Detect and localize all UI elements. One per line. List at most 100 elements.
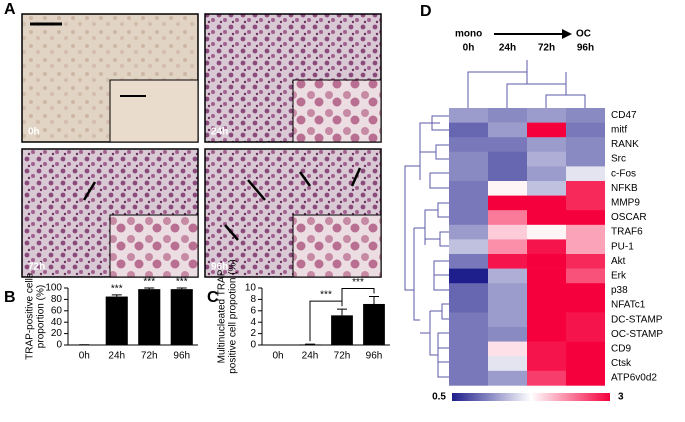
inset — [110, 80, 198, 142]
y-axis-label: Multinucleated TRAP — [217, 269, 228, 363]
heatmap-cell — [566, 239, 605, 254]
row-label: MMP9 — [611, 198, 640, 209]
heatmap-cell — [488, 342, 527, 357]
heatmap-cell — [566, 137, 605, 152]
heatmap-cell — [488, 225, 527, 240]
heatmap-cell — [488, 269, 527, 284]
panel-letter: A — [4, 1, 16, 18]
heatmap-cell — [488, 210, 527, 225]
bar — [138, 289, 160, 345]
y-tick-label: 80 — [51, 294, 63, 305]
heatmap-cell — [527, 254, 566, 269]
y-tick-label: 2 — [250, 328, 256, 339]
significance: *** — [111, 283, 123, 294]
row-label: c-Fos — [611, 168, 636, 179]
bar — [363, 304, 385, 345]
error-bar — [369, 297, 379, 304]
heatmap-cell — [488, 152, 527, 167]
heatmap-cell — [566, 225, 605, 240]
y-tick-label: 40 — [51, 317, 63, 328]
heatmap-cell — [449, 356, 488, 371]
heatmap-cell — [449, 137, 488, 152]
row-label: Src — [611, 154, 626, 165]
heatmap-cell — [566, 342, 605, 357]
heatmap-cell — [449, 123, 488, 138]
panel-letter: D — [420, 3, 432, 20]
row-label: Akt — [611, 256, 626, 267]
heatmap-cell — [488, 283, 527, 298]
colorbar-label: 0.5 — [432, 392, 446, 403]
heatmap-cell — [566, 298, 605, 313]
colorbar — [452, 393, 610, 401]
significance: *** — [320, 290, 332, 301]
heatmap-cell — [488, 356, 527, 371]
heatmap-cell — [449, 108, 488, 123]
heatmap-cell — [488, 312, 527, 327]
heatmap-cell — [488, 181, 527, 196]
y-tick-label: 6 — [250, 305, 256, 316]
heatmap-cell — [449, 254, 488, 269]
column-dendrogram — [468, 60, 585, 108]
heatmap-cell — [488, 123, 527, 138]
heatmap-cell — [527, 342, 566, 357]
x-tick-label: 0h — [272, 351, 283, 362]
row-label: p38 — [611, 285, 628, 296]
heatmap-cell — [527, 298, 566, 313]
heatmap-cell — [566, 356, 605, 371]
heatmap-cell — [527, 269, 566, 284]
heatmap-cell — [449, 166, 488, 181]
inset — [110, 215, 198, 277]
bar — [171, 289, 193, 345]
heatmap-cell — [449, 225, 488, 240]
heatmap-cell — [449, 210, 488, 225]
significance: *** — [352, 277, 364, 288]
row-label: NFATc1 — [611, 300, 646, 311]
comparison-bracket — [342, 289, 374, 307]
heatmap-cell — [566, 254, 605, 269]
row-label: CD47 — [611, 110, 637, 121]
row-label: OC-STAMP — [611, 329, 663, 340]
y-tick-label: 100 — [45, 283, 62, 294]
heatmap-cell — [488, 196, 527, 211]
heatmap-cell — [527, 225, 566, 240]
error-bar — [337, 309, 347, 315]
time-label: 72h — [28, 262, 45, 273]
heatmap-cell — [527, 152, 566, 167]
heatmap-cell — [566, 371, 605, 386]
row-label: PU-1 — [611, 241, 634, 252]
heatmap-cell — [449, 342, 488, 357]
column-label: 72h — [538, 43, 555, 54]
heatmap-cell — [527, 123, 566, 138]
row-label: Ctsk — [611, 358, 632, 369]
heatmap-cell — [566, 108, 605, 123]
row-label: TRAF6 — [611, 227, 643, 238]
heatmap-cell — [449, 239, 488, 254]
x-tick-label: 24h — [302, 351, 319, 362]
heatmap-cell — [527, 108, 566, 123]
inset — [293, 215, 381, 277]
x-tick-label: 96h — [173, 351, 190, 362]
heatmap-cell — [566, 210, 605, 225]
heatmap-cell — [566, 312, 605, 327]
heatmap-cell — [527, 371, 566, 386]
heatmap-cell — [488, 137, 527, 152]
time-arrow-head — [562, 29, 572, 39]
significance: *** — [176, 277, 188, 288]
y-tick-label: 0 — [56, 340, 62, 351]
inset — [293, 80, 381, 142]
column-label: 96h — [577, 43, 594, 54]
x-tick-label: 72h — [141, 351, 158, 362]
heatmap-cell — [449, 181, 488, 196]
x-tick-label: 72h — [334, 351, 351, 362]
heatmap-cell — [488, 327, 527, 342]
row-label: CD9 — [611, 344, 631, 355]
y-axis-label: proportion (%) — [36, 285, 47, 348]
heatmap-cell — [488, 371, 527, 386]
heatmap-cell — [566, 152, 605, 167]
heatmap-cell — [449, 269, 488, 284]
heatmap-cell — [527, 239, 566, 254]
row-label: DC-STAMP — [611, 314, 663, 325]
row-dendrogram — [405, 116, 449, 377]
row-label: Erk — [611, 271, 627, 282]
